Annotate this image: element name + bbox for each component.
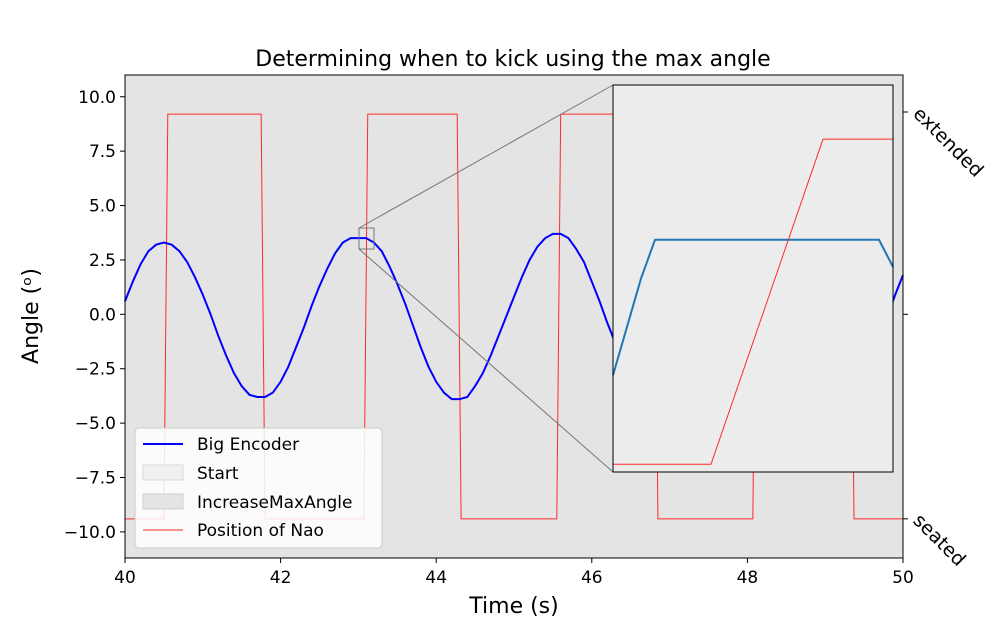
y-tick-label: 0.0 <box>89 305 116 325</box>
right-axis: extended seated <box>903 103 988 571</box>
y-tick-label: 2.5 <box>89 251 116 271</box>
legend-label-big-encoder: Big Encoder <box>197 435 299 455</box>
y-tick-label: −10.0 <box>64 523 116 543</box>
plot-frame <box>124 74 904 559</box>
y-tick-label: −7.5 <box>75 469 116 489</box>
legend-label-position-of-nao: Position of Nao <box>197 521 324 541</box>
y-tick-label: 10.0 <box>78 88 116 108</box>
legend-label-start: Start <box>197 464 239 484</box>
zoom-connector-top <box>358 84 614 229</box>
legend: Big Encoder Start IncreaseMaxAngle Posit… <box>134 427 383 549</box>
x-tick-label: 40 <box>114 568 136 588</box>
legend-swatch-start <box>142 464 184 481</box>
x-tick-label: 48 <box>737 568 759 588</box>
right-tick-label: extended <box>909 103 988 182</box>
inset-background <box>613 85 893 472</box>
legend-box <box>134 427 383 549</box>
y-tick-label: 7.5 <box>89 142 116 162</box>
legend-label-increase-max-angle: IncreaseMaxAngle <box>197 493 352 513</box>
inset-series-layer <box>612 138 894 465</box>
x-axis-label: Time (s) <box>468 594 558 619</box>
x-tick-label: 44 <box>425 568 447 588</box>
zoom-region-box <box>358 227 375 250</box>
legend-swatch-increase-max-angle <box>142 493 184 510</box>
x-tick-label: 42 <box>270 568 292 588</box>
x-tick-label: 46 <box>581 568 603 588</box>
inset-frame <box>612 84 894 473</box>
y-tick-label: 5.0 <box>89 197 116 217</box>
inset-series-line-big-encoder <box>612 238 894 376</box>
inset-series-line-position-of-nao <box>613 138 893 465</box>
chart-title: Determining when to kick using the max a… <box>255 47 770 72</box>
y-axis-label: Angle (ᵒ) <box>19 268 44 364</box>
y-tick-label: −2.5 <box>75 360 116 380</box>
zoom-connector-bottom <box>358 248 614 473</box>
x-axis: 40 42 44 46 48 50 <box>114 558 914 588</box>
y-tick-label: −5.0 <box>75 414 116 434</box>
y-axis: 10.0 7.5 5.0 2.5 0.0 −2.5 −5.0 −7.5 −10.0 <box>64 88 125 543</box>
right-tick-label: seated <box>909 510 970 571</box>
x-tick-label: 50 <box>892 568 914 588</box>
